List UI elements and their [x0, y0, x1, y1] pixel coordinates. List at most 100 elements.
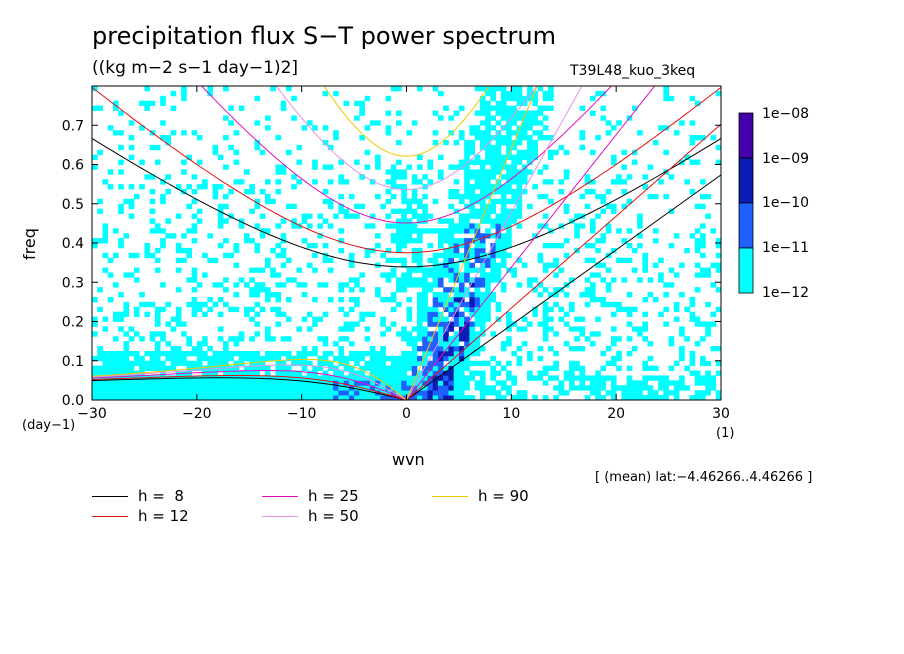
spectrum-cell [369, 247, 376, 254]
spectrum-cell [485, 257, 491, 264]
spectrum-cell [689, 355, 696, 362]
spectrum-cell [411, 208, 418, 214]
spectrum-cell [112, 336, 119, 342]
spectrum-cell [479, 233, 486, 239]
spectrum-cell [369, 120, 376, 126]
spectrum-cell [369, 346, 376, 352]
spectrum-cell [427, 282, 434, 288]
rossby-wave-curve [92, 370, 407, 400]
spectrum-cell [663, 292, 669, 298]
spectrum-cell [453, 189, 460, 195]
spectrum-cell [652, 228, 659, 234]
spectrum-cell [485, 316, 491, 322]
spectrum-cell [175, 306, 182, 313]
spectrum-cell [416, 164, 423, 170]
spectrum-cell [385, 179, 392, 185]
spectrum-cell [390, 179, 397, 185]
spectrum-cell [506, 184, 512, 190]
spectrum-cell [154, 355, 161, 362]
spectrum-cell [348, 375, 355, 381]
spectrum-cell [97, 346, 103, 352]
spectrum-cell [264, 262, 271, 268]
spectrum-cell [364, 380, 371, 386]
spectrum-cell [464, 375, 470, 381]
spectrum-field [92, 86, 721, 400]
spectrum-cell [92, 380, 98, 386]
spectrum-cell [102, 390, 109, 396]
spectrum-cell [170, 326, 177, 332]
spectrum-cell [354, 355, 360, 362]
spectrum-cell [296, 223, 303, 229]
spectrum-cell [458, 218, 465, 224]
spectrum-cell [432, 365, 439, 371]
spectrum-cell [642, 360, 649, 367]
spectrum-cell [500, 380, 507, 386]
spectrum-cell [715, 159, 721, 165]
spectrum-cell [500, 100, 507, 107]
spectrum-cell [249, 336, 255, 342]
spectrum-cell [464, 179, 470, 185]
x-tick-label: 0 [402, 406, 411, 422]
x-tick-label: 10 [502, 406, 520, 422]
spectrum-cell [401, 228, 407, 234]
spectrum-cell [207, 346, 213, 352]
spectrum-cell [202, 350, 208, 357]
spectrum-cell [165, 139, 172, 146]
spectrum-cell [511, 130, 517, 136]
spectrum-cell [453, 390, 460, 396]
spectrum-cell [495, 360, 502, 367]
spectrum-cell [485, 149, 491, 156]
spectrum-cell [406, 316, 413, 322]
spectrum-cell [123, 233, 130, 239]
spectrum-cell [464, 301, 470, 308]
spectrum-cell [369, 311, 376, 317]
spectrum-cell [495, 306, 502, 313]
spectrum-cell [223, 218, 229, 224]
spectrum-cell [642, 174, 649, 180]
spectrum-cell [605, 360, 612, 367]
spectrum-cell [175, 350, 182, 357]
spectrum-cell [301, 360, 308, 367]
spectrum-cell [458, 301, 465, 308]
spectrum-cell [149, 385, 156, 391]
spectrum-cell [416, 292, 423, 298]
spectrum-cell [369, 350, 376, 357]
spectrum-cell [223, 395, 229, 400]
spectrum-cell [537, 105, 544, 111]
spectrum-cell [186, 395, 192, 400]
spectrum-cell [679, 120, 685, 126]
spectrum-cell [700, 193, 706, 200]
spectrum-cell [563, 149, 570, 156]
spectrum-cell [668, 365, 675, 371]
spectrum-cell [364, 125, 371, 131]
spectrum-cell [479, 277, 486, 283]
spectrum-cell [270, 385, 276, 391]
spectrum-cell [338, 174, 344, 180]
spectrum-cell [359, 174, 365, 180]
spectrum-cell [443, 287, 449, 293]
spectrum-cell [647, 164, 654, 170]
spectrum-cell [506, 375, 512, 381]
spectrum-cell [118, 159, 124, 165]
spectrum-cell [385, 395, 392, 400]
spectrum-cell [616, 350, 622, 357]
spectrum-cell [485, 100, 491, 107]
spectrum-cell [542, 105, 549, 111]
spectrum-cell [600, 233, 607, 239]
spectrum-cell [621, 164, 628, 170]
spectrum-cell [285, 375, 292, 381]
spectrum-cell [380, 370, 386, 376]
spectrum-cell [458, 228, 465, 234]
spectrum-cell [694, 247, 701, 254]
spectrum-cell [228, 350, 234, 357]
spectrum-cell [312, 375, 318, 381]
spectrum-cell [244, 189, 250, 195]
spectrum-cell [658, 125, 664, 131]
spectrum-cell [348, 326, 355, 332]
spectrum-cell [490, 198, 497, 205]
spectrum-cell [254, 360, 261, 367]
spectrum-cell [249, 292, 255, 298]
spectrum-cell [291, 375, 297, 381]
spectrum-cell [710, 262, 717, 268]
spectrum-cell [154, 144, 161, 151]
